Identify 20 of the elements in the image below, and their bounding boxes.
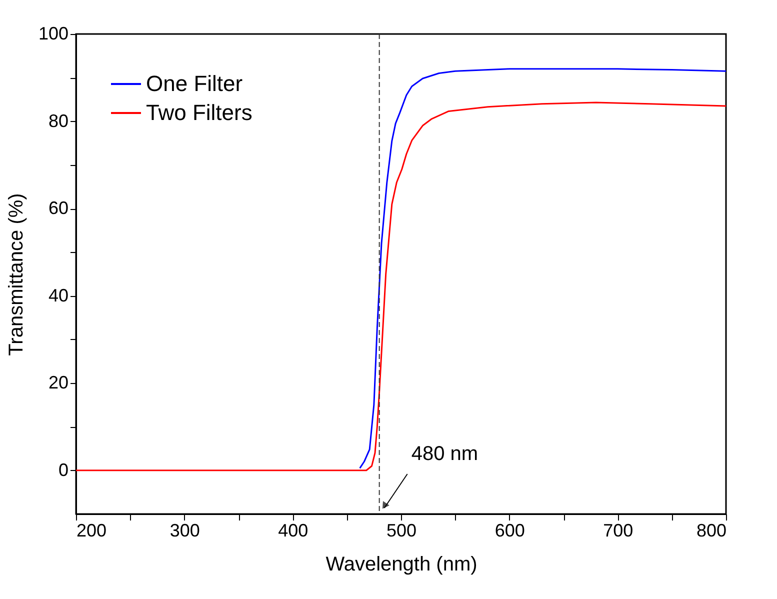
y-tick-label: 80	[48, 110, 68, 131]
line-series	[359, 68, 727, 469]
line-series	[75, 102, 727, 472]
y-tick-label: 100	[38, 24, 68, 44]
y-tick-label: 20	[48, 372, 68, 393]
x-tick-label: 600	[494, 520, 525, 540]
legend-label: Two Filters	[146, 100, 252, 125]
x-tick-label: 300	[170, 520, 200, 540]
x-tick-label: 800	[696, 520, 726, 540]
y-tick-label: 60	[48, 198, 68, 218]
y-tick-label: 0	[58, 460, 68, 480]
x-tick-label: 700	[603, 520, 634, 540]
x-tick-label: 500	[386, 520, 417, 540]
annotation: 480 nm	[411, 443, 478, 465]
x-axis-title: Wavelength (nm)	[326, 554, 478, 576]
x-tick-label: 200	[76, 520, 107, 540]
x-tick-label: 400	[278, 520, 308, 540]
y-tick-label: 40	[48, 285, 68, 306]
legend-label: One Filter	[146, 71, 243, 96]
y-axis-title: Transmittance (%)	[5, 193, 28, 356]
